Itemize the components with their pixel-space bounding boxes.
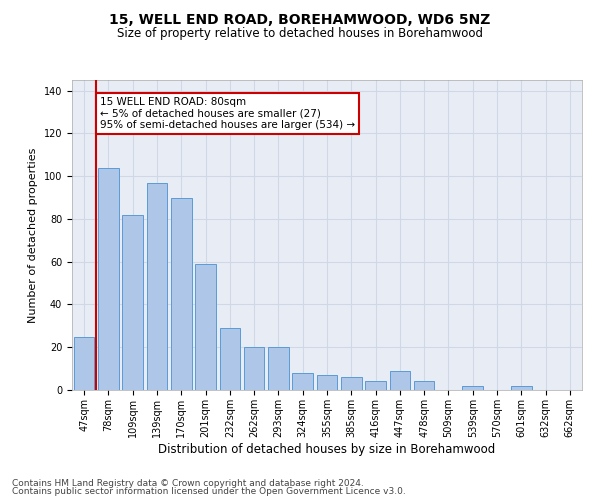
Bar <box>414 382 434 390</box>
Bar <box>98 168 119 390</box>
Bar <box>122 214 143 390</box>
Text: 15 WELL END ROAD: 80sqm
← 5% of detached houses are smaller (27)
95% of semi-det: 15 WELL END ROAD: 80sqm ← 5% of detached… <box>100 97 355 130</box>
Bar <box>341 377 362 390</box>
Bar <box>292 373 313 390</box>
Bar <box>389 371 410 390</box>
Bar <box>317 375 337 390</box>
X-axis label: Distribution of detached houses by size in Borehamwood: Distribution of detached houses by size … <box>158 442 496 456</box>
Bar <box>365 382 386 390</box>
Bar <box>74 336 94 390</box>
Bar <box>244 347 265 390</box>
Bar <box>463 386 483 390</box>
Text: Size of property relative to detached houses in Borehamwood: Size of property relative to detached ho… <box>117 28 483 40</box>
Bar <box>511 386 532 390</box>
Text: Contains public sector information licensed under the Open Government Licence v3: Contains public sector information licen… <box>12 487 406 496</box>
Bar <box>195 264 216 390</box>
Text: 15, WELL END ROAD, BOREHAMWOOD, WD6 5NZ: 15, WELL END ROAD, BOREHAMWOOD, WD6 5NZ <box>109 12 491 26</box>
Bar <box>268 347 289 390</box>
Bar <box>171 198 191 390</box>
Bar <box>146 182 167 390</box>
Bar <box>220 328 240 390</box>
Y-axis label: Number of detached properties: Number of detached properties <box>28 148 38 322</box>
Text: Contains HM Land Registry data © Crown copyright and database right 2024.: Contains HM Land Registry data © Crown c… <box>12 478 364 488</box>
